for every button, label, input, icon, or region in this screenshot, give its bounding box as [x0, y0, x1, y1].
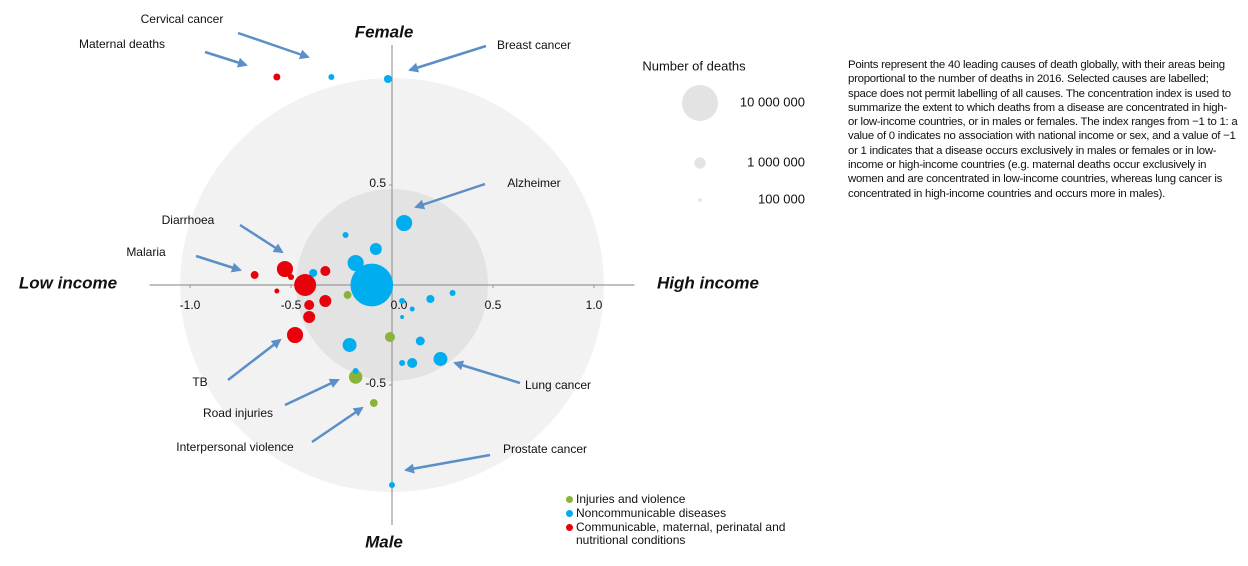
annotation: Maternal deaths [79, 37, 165, 51]
annotation-arrow [311, 406, 364, 444]
annotation: Prostate cancer [503, 442, 587, 456]
size-legend-circle [681, 84, 719, 122]
bubble [287, 273, 295, 281]
bubble [347, 254, 364, 272]
annotation: TB [192, 375, 207, 389]
bubble [304, 299, 315, 311]
annotation: Diarrhoea [162, 213, 215, 227]
annotation-arrow [284, 378, 340, 407]
legend-item: Injuries and violence [566, 493, 816, 506]
bottom-label: Male [365, 532, 403, 551]
legend-swatch [566, 496, 573, 503]
bubble [383, 74, 392, 84]
annotation-arrow [237, 31, 310, 60]
annotation-arrow [404, 453, 491, 474]
y-tick-label: -0.5 [365, 376, 386, 390]
legend-item: Noncommunicable diseases [566, 507, 816, 520]
bubble [369, 399, 378, 407]
bubble [369, 243, 382, 255]
bubble [350, 263, 394, 307]
size-legend-title: Number of deaths [642, 58, 746, 73]
annotation-arrow [204, 50, 248, 68]
bubble [399, 297, 406, 305]
legend-label: Communicable, maternal, perinatal and nu… [576, 520, 786, 547]
bubble [400, 315, 405, 319]
annotation: Cervical cancer [141, 12, 224, 26]
size-legend-circle [694, 157, 706, 169]
annotation: Lung cancer [525, 378, 591, 392]
right-label: High income [657, 273, 759, 292]
legend-swatch [566, 510, 573, 517]
bubble [309, 268, 318, 278]
x-tick-label: -0.5 [281, 298, 302, 312]
bubble [294, 274, 317, 296]
bubble [276, 260, 294, 278]
size-legend-circle [698, 198, 702, 202]
annotation-arrow [239, 223, 284, 254]
y-tick-label: 0.5 [369, 176, 386, 190]
annotation-arrow [414, 182, 486, 210]
bubble [274, 288, 280, 294]
legend-label: Noncommunicable diseases [576, 506, 727, 520]
left-label: Low income [19, 273, 117, 292]
annotation-arrow [453, 360, 521, 385]
bubble [286, 326, 304, 344]
bubble [352, 367, 359, 375]
x-tick-label: 0.5 [485, 298, 502, 312]
annotation: Road injuries [203, 406, 273, 420]
bubble [320, 265, 331, 277]
bubble [303, 311, 316, 323]
note: Points represent the 40 leading causes o… [848, 59, 1238, 200]
bubble [399, 359, 406, 367]
bubble [342, 338, 357, 352]
bubble [300, 286, 306, 292]
x-tick-label: 1.0 [586, 298, 603, 312]
annotation: Malaria [126, 245, 166, 259]
legend-item: Communicable, maternal, perinatal and nu… [566, 521, 816, 547]
bubble [409, 306, 415, 312]
top-label: Female [355, 22, 414, 41]
bubble [328, 73, 335, 81]
bubble [407, 357, 418, 369]
annotation: Interpersonal violence [176, 440, 294, 454]
bubble [426, 294, 435, 304]
size-legend-label: 1 000 000 [747, 154, 805, 169]
bubble [319, 295, 332, 307]
bubble [388, 481, 396, 489]
bubble [384, 331, 395, 343]
bubble [449, 289, 456, 297]
bubble [433, 352, 448, 366]
size-legend-label: 10 000 000 [740, 94, 805, 109]
bubble [415, 336, 425, 346]
bubble [273, 73, 281, 81]
x-tick-label: 0.0 [391, 298, 408, 312]
annotation: Breast cancer [497, 38, 571, 52]
bubble [348, 370, 363, 384]
legend-swatch [566, 524, 573, 531]
annotation: Alzheimer [507, 176, 560, 190]
x-tick-label: -1.0 [180, 298, 201, 312]
bubble [343, 291, 352, 299]
bubble [396, 214, 413, 232]
annotation-arrow [227, 338, 282, 381]
legend-label: Injuries and violence [576, 492, 686, 506]
annotation-arrow [408, 44, 487, 73]
annotation-arrow [195, 254, 242, 273]
size-legend-label: 100 000 [758, 191, 805, 206]
bubble [342, 231, 349, 239]
bubble [250, 271, 259, 279]
